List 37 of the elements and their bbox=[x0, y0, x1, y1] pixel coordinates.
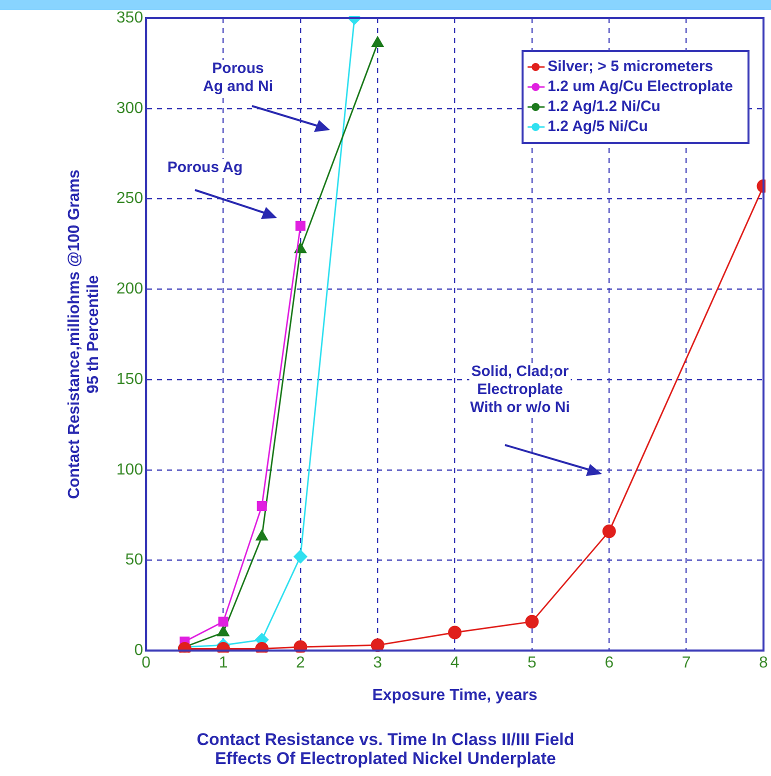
x-tick-label: 8 bbox=[759, 654, 768, 672]
x-tick-label: 2 bbox=[296, 654, 305, 672]
x-tick-label: 3 bbox=[373, 654, 382, 672]
y-tick-label: 100 bbox=[116, 461, 144, 478]
point bbox=[256, 501, 267, 511]
x-axis-title: Exposure Time, years bbox=[372, 686, 538, 704]
text: Contact Resistance vs. Time In Class II/III Field Effects Of Electroplated Nickel Underplate bbox=[196, 730, 576, 768]
y-tick-label: 250 bbox=[116, 190, 144, 208]
x-tick-label: 5 bbox=[528, 654, 537, 672]
point bbox=[372, 36, 384, 48]
point bbox=[448, 626, 462, 640]
y-tick-label: 350 bbox=[116, 9, 144, 26]
y-tick-label: 200 bbox=[116, 280, 144, 298]
legend-label: 1.2 um Ag/Cu Electroplate bbox=[548, 78, 733, 96]
point bbox=[294, 550, 308, 564]
annotation: Porous Ag and Ni bbox=[203, 60, 273, 96]
y-axis-title: Contact Resistance,milliohms @100 Grams 95 th Percentile bbox=[66, 169, 102, 500]
x-tick-label: 4 bbox=[450, 654, 460, 672]
x-tick-label: 7 bbox=[682, 654, 691, 672]
y-tick-label: 150 bbox=[116, 370, 144, 388]
point bbox=[217, 626, 230, 636]
point bbox=[256, 530, 268, 540]
y-tick-label: 50 bbox=[125, 552, 144, 569]
point bbox=[295, 220, 306, 231]
legend-label: 1.2 Ag/5 Ni/Cu bbox=[548, 118, 648, 136]
y-tick-label: 0 bbox=[134, 642, 144, 660]
point bbox=[370, 638, 384, 652]
y-tick-label: 300 bbox=[116, 100, 144, 117]
x-tick-label: 1 bbox=[218, 654, 228, 672]
legend-label: 1.2 Ag/1.2 Ni/Cu bbox=[548, 98, 660, 116]
legend-label: Silver; > 5 micrometers bbox=[548, 58, 714, 76]
x-tick-label: 6 bbox=[604, 654, 614, 672]
annotation: Solid, Clad;or Electroplate With or w/o Ni bbox=[470, 363, 570, 416]
point bbox=[525, 614, 539, 628]
point bbox=[602, 524, 616, 538]
point bbox=[218, 616, 228, 627]
annotation: Porous Ag bbox=[167, 159, 243, 176]
